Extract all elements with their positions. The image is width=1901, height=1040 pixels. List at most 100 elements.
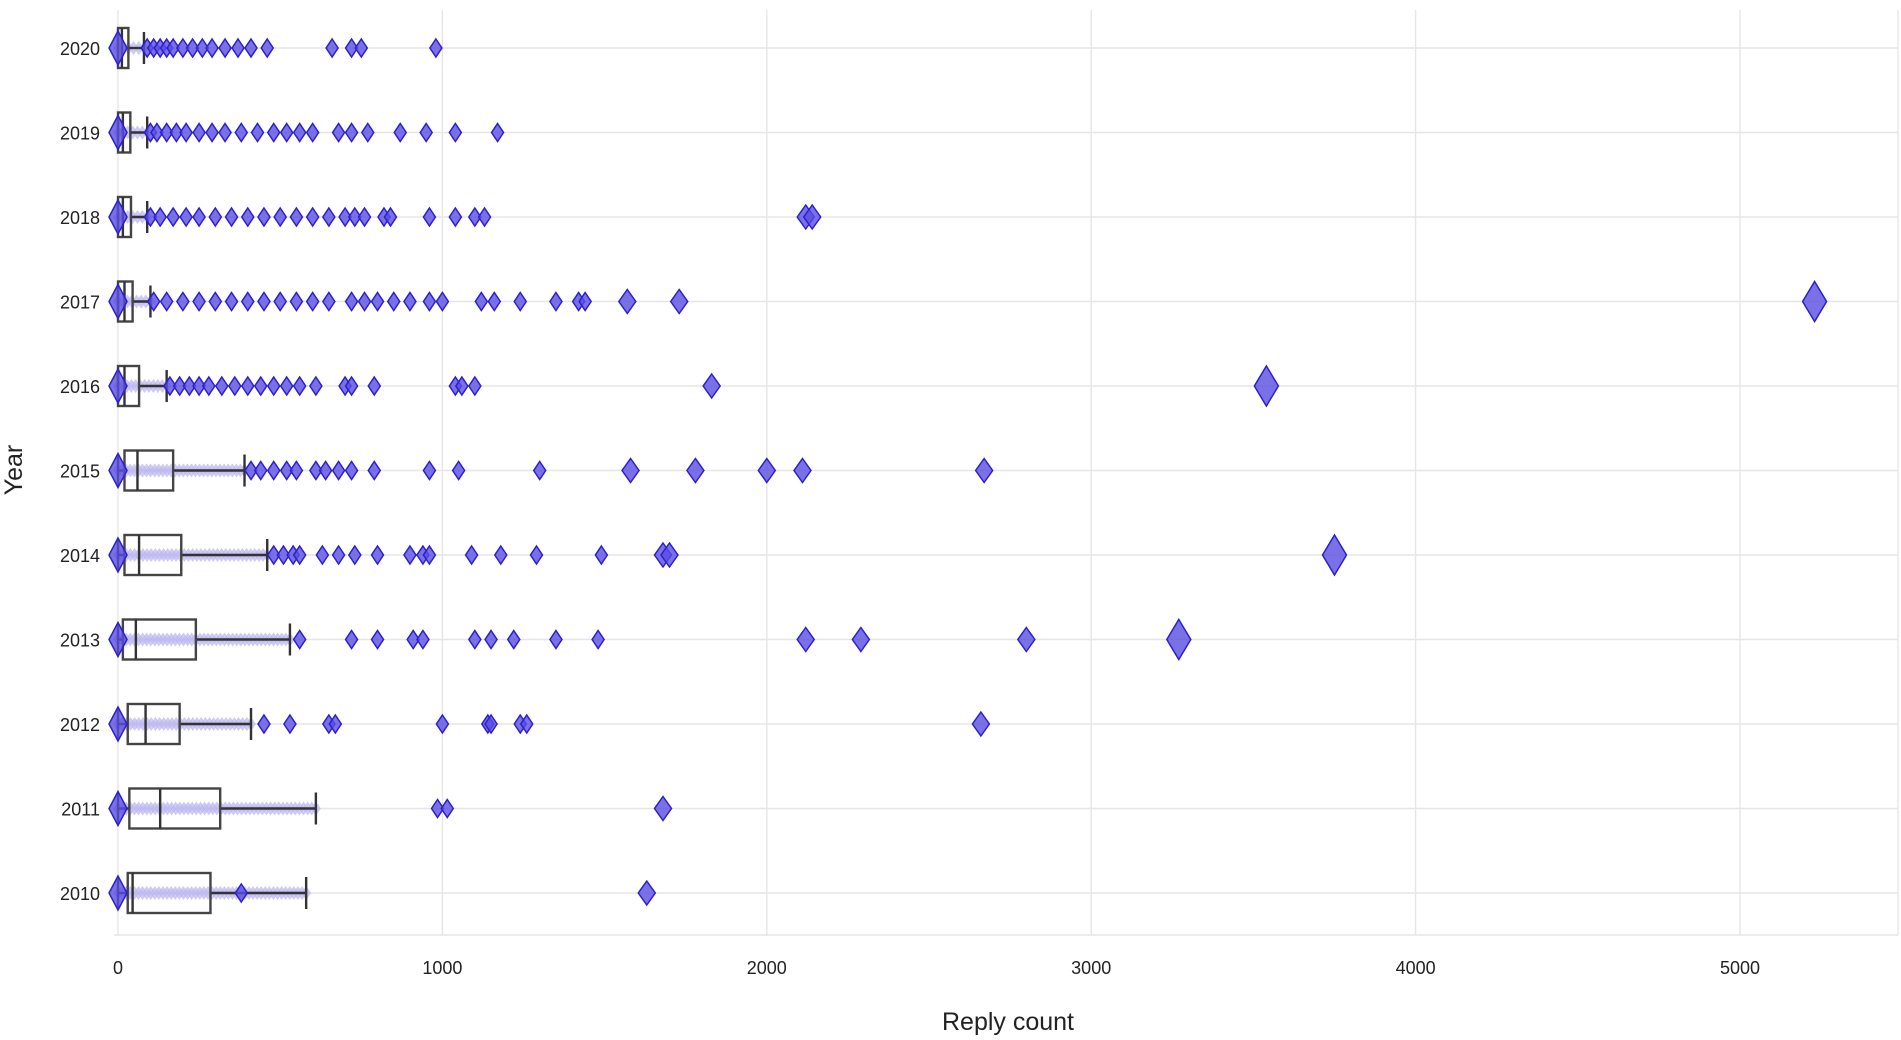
outlier-point xyxy=(292,629,307,650)
outlier-point xyxy=(108,789,128,828)
outlier-point xyxy=(686,457,705,484)
y-tick-label: 2015 xyxy=(60,462,100,482)
outlier-point xyxy=(578,291,593,312)
outlier-point xyxy=(321,291,336,312)
outlier-point xyxy=(208,206,223,228)
outlier-point xyxy=(974,457,994,484)
outlier-point xyxy=(467,375,482,397)
outlier-point xyxy=(153,206,168,228)
outlier-point xyxy=(179,206,194,228)
outlier-point xyxy=(108,536,128,574)
outlier-point xyxy=(279,375,294,397)
outlier-point xyxy=(403,291,417,312)
outlier-point xyxy=(1016,626,1036,653)
outlier-point xyxy=(344,375,359,397)
outlier-point xyxy=(318,460,333,481)
outlier-point xyxy=(108,705,128,743)
outlier-point xyxy=(244,37,258,59)
outlier-point xyxy=(273,291,288,312)
outlier-point xyxy=(338,206,352,228)
outlier-point xyxy=(386,291,401,312)
outlier-point xyxy=(328,713,343,735)
outlier-point xyxy=(205,37,219,59)
outlier-point xyxy=(448,122,463,143)
outlier-point xyxy=(454,375,469,397)
outlier-point xyxy=(276,544,291,566)
outlier-point xyxy=(430,798,445,819)
outlier-point xyxy=(422,460,437,481)
outlier-point xyxy=(467,206,482,228)
outlier-point xyxy=(192,206,207,228)
outlier-point xyxy=(175,291,190,312)
outlier-point xyxy=(234,122,249,143)
outlier-point xyxy=(266,375,281,397)
outlier-point xyxy=(166,206,181,228)
outlier-point xyxy=(796,626,816,653)
outlier-point xyxy=(321,206,336,228)
outlier-point xyxy=(344,629,359,650)
outlier-group xyxy=(108,29,443,67)
outlier-point xyxy=(357,206,372,228)
outlier-point xyxy=(1801,280,1828,323)
outlier-point xyxy=(185,37,200,59)
outlier-point xyxy=(146,291,161,312)
outlier-point xyxy=(360,122,375,143)
outlier-point xyxy=(331,460,346,481)
outlier-point xyxy=(422,291,437,312)
outlier-point xyxy=(637,879,657,907)
outlier-point xyxy=(532,460,547,481)
y-tick-label: 2017 xyxy=(60,293,100,313)
outlier-points xyxy=(108,29,1828,912)
y-tick-label: 2010 xyxy=(60,884,100,904)
x-tick-label: 1000 xyxy=(422,958,462,978)
outlier-point xyxy=(260,37,275,59)
outlier-point xyxy=(367,375,382,397)
outlier-point xyxy=(257,291,271,312)
outlier-point xyxy=(159,122,174,143)
y-tick-label: 2016 xyxy=(60,377,100,397)
outlier-point xyxy=(354,37,369,59)
outlier-point xyxy=(266,544,281,566)
y-tick-label: 2019 xyxy=(60,124,100,144)
x-tick-label: 3000 xyxy=(1071,958,1111,978)
outlier-point xyxy=(347,206,362,228)
outlier-point xyxy=(308,375,323,397)
outlier-point xyxy=(435,291,450,312)
outlier-point xyxy=(344,460,359,481)
outlier-point xyxy=(419,122,434,143)
outlier-point xyxy=(253,460,268,481)
inlier-group xyxy=(113,632,295,647)
outlier-point xyxy=(757,457,777,484)
outlier-point xyxy=(108,113,128,152)
x-tick-label: 5000 xyxy=(1720,958,1760,978)
outlier-point xyxy=(621,457,640,484)
outlier-point xyxy=(169,122,184,143)
grid-lines xyxy=(114,10,1899,936)
outlier-point xyxy=(513,291,528,312)
outlier-point xyxy=(370,629,385,650)
outlier-point xyxy=(240,206,255,228)
outlier-point xyxy=(549,291,563,312)
outlier-point xyxy=(192,375,207,397)
outlier-point xyxy=(214,375,229,397)
outlier-point xyxy=(108,451,128,490)
outlier-point xyxy=(224,291,239,312)
outlier-point xyxy=(464,544,479,566)
outlier-point xyxy=(182,375,197,397)
outlier-group xyxy=(108,705,991,743)
outlier-point xyxy=(192,122,207,143)
outlier-point xyxy=(205,122,219,143)
outlier-point xyxy=(484,713,498,735)
outlier-point xyxy=(279,122,294,143)
outlier-point xyxy=(218,122,232,143)
outlier-point xyxy=(108,282,128,321)
outlier-point xyxy=(487,291,502,312)
outlier-point xyxy=(166,37,181,59)
outlier-point xyxy=(308,460,323,481)
outlier-point xyxy=(467,629,482,650)
outlier-group xyxy=(108,874,657,912)
outlier-point xyxy=(422,544,437,566)
outlier-group xyxy=(108,451,994,490)
outlier-point xyxy=(266,122,281,143)
outlier-point xyxy=(347,544,362,566)
